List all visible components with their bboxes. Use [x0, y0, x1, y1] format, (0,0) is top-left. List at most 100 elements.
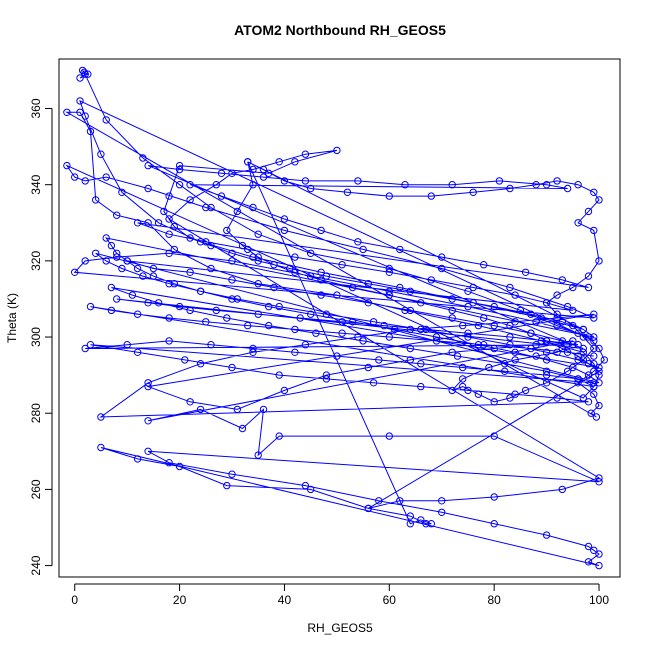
data-point: [406, 512, 414, 520]
data-point: [175, 302, 184, 311]
x-tick-label: 80: [487, 593, 501, 607]
data-point: [249, 203, 257, 212]
data-point: [202, 318, 210, 326]
data-point: [406, 306, 414, 315]
data-point: [406, 325, 414, 334]
data-point: [181, 356, 189, 364]
data-point: [511, 291, 519, 299]
data-point: [233, 207, 242, 216]
data-point: [165, 459, 173, 467]
data-point: [385, 291, 393, 299]
data-point: [123, 341, 131, 349]
data-point: [595, 401, 603, 410]
data-point: [595, 196, 603, 204]
data-point: [280, 177, 289, 185]
data-point: [291, 325, 299, 334]
data-point: [354, 333, 362, 341]
data-point: [511, 390, 519, 398]
data-point: [322, 371, 331, 379]
data-point: [490, 432, 498, 440]
data-point: [590, 360, 598, 368]
data-point: [469, 283, 477, 292]
data-point: [542, 379, 551, 387]
data-point: [196, 405, 205, 414]
data-point: [133, 219, 142, 227]
data-point: [574, 356, 582, 364]
data-point: [102, 173, 110, 181]
data-point: [563, 184, 572, 193]
data-point: [569, 283, 577, 292]
data-point: [521, 268, 530, 276]
data-point: [584, 360, 593, 368]
x-tick-label: 60: [383, 593, 397, 607]
data-point: [453, 352, 462, 360]
data-point: [280, 386, 289, 395]
data-point: [532, 352, 540, 360]
data-point: [448, 314, 456, 322]
data-point: [107, 306, 116, 315]
data-point: [207, 241, 215, 250]
data-point: [265, 169, 273, 178]
data-point: [501, 367, 509, 375]
data-point: [170, 245, 179, 254]
data-point: [579, 333, 587, 341]
data-point: [553, 177, 561, 185]
y-axis-label: Theta (K): [5, 293, 19, 343]
data-point: [286, 264, 294, 273]
data-point: [516, 306, 525, 315]
data-point: [590, 344, 598, 353]
data-point: [474, 390, 483, 398]
data-point: [553, 314, 561, 322]
data-point: [542, 356, 551, 364]
data-point: [558, 485, 566, 494]
data-point: [348, 283, 357, 292]
data-point: [590, 337, 598, 345]
data-point: [228, 169, 236, 178]
data-point: [202, 238, 210, 246]
data-point: [584, 558, 593, 566]
data-point: [584, 207, 593, 216]
data-point: [307, 485, 315, 494]
data-point: [427, 192, 435, 200]
data-point: [579, 356, 587, 364]
data-point: [317, 268, 325, 276]
data-point: [469, 188, 477, 197]
data-point: [354, 238, 362, 246]
data-point: [265, 321, 273, 330]
data-point: [595, 478, 603, 486]
x-axis: 0 20 40 60 80 100: [71, 583, 609, 607]
data-point: [558, 318, 566, 326]
data-point: [506, 321, 514, 330]
data-point: [144, 184, 152, 193]
data-point: [427, 276, 435, 284]
data-point: [144, 299, 152, 307]
data-point: [144, 382, 152, 391]
data-point: [223, 481, 231, 490]
data-point: [590, 310, 598, 318]
data-point: [422, 520, 430, 528]
data-point: [196, 360, 205, 368]
data-point: [275, 302, 283, 311]
data-point: [459, 321, 467, 330]
data-point: [385, 432, 393, 440]
data-point: [584, 371, 593, 379]
data-point: [338, 329, 346, 337]
data-point: [139, 272, 147, 280]
data-point: [592, 413, 601, 421]
data-point: [249, 253, 257, 261]
data-point: [186, 306, 194, 315]
data-point: [275, 432, 283, 440]
chart-title: ATOM2 Northbound RH_GEOS5: [234, 22, 446, 38]
data-point: [590, 379, 598, 387]
data-point: [291, 348, 299, 356]
data-point: [542, 371, 551, 379]
data-point: [590, 390, 598, 398]
data-point: [563, 367, 572, 375]
data-point: [574, 219, 582, 227]
data-point: [165, 337, 173, 345]
data-point: [133, 455, 142, 463]
series-layer: [63, 66, 608, 570]
data-point: [223, 314, 231, 322]
data-point: [113, 249, 121, 258]
data-point: [574, 375, 582, 383]
